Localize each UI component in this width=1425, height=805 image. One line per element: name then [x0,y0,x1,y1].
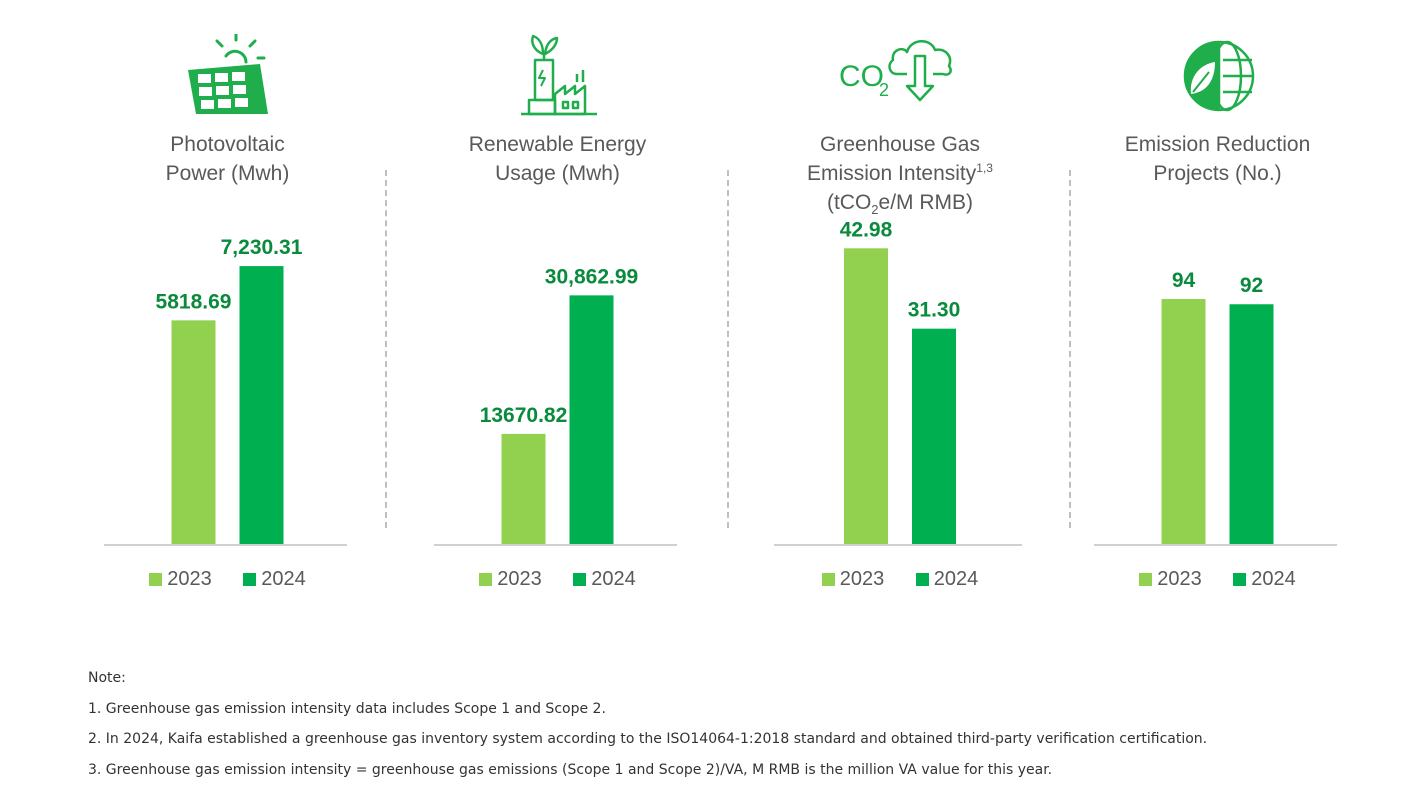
notes-heading: Note: [88,670,126,686]
bar-2024 [1229,304,1274,544]
bar-2023 [501,433,546,544]
bar-2023 [1161,299,1206,544]
divider [385,170,387,528]
legend-item-2023: 2023 [479,568,542,591]
notes: Note: 1. Greenhouse gas emission intensi… [88,668,1207,790]
chart-title: Renewable Energy Usage (Mwh) [468,133,647,185]
data-label-2023: 94 [1172,269,1196,292]
legend-item-2023: 2023 [1139,568,1202,591]
legend-item-2023: 2023 [821,568,884,591]
note-item: 2. In 2024, Kaifa established a greenhou… [88,731,1208,747]
note-item: 3. Greenhouse gas emission intensity = g… [88,761,1053,778]
data-label-2024: 92 [1240,274,1263,297]
divider [727,170,729,528]
legend: 2023 2024 [430,568,685,591]
legend-item-2024: 2024 [573,568,636,591]
data-label-2023: 13670.82 [480,404,568,427]
divider [1069,170,1071,528]
leaf-globe-icon [1183,40,1255,112]
bar-2023 [171,320,216,544]
svg-text:CO: CO [839,60,884,93]
data-label-2023: 42.98 [840,218,893,241]
legend-item-2024: 2024 [1233,568,1296,591]
panel-renewable-energy: Renewable Energy Usage (Mwh) 13670.82 30,… [430,0,685,610]
legend-item-2024: 2024 [915,568,978,591]
co2-cloud-icon: CO 2 [839,40,952,102]
panel-photovoltaic: Photovoltaic Power (Mwh) 5818.69 7,230.31… [100,0,355,610]
data-label-2024: 30,862.99 [545,265,638,288]
chart-title: Greenhouse Gas Emission Intensity1,3 (tC… [807,133,993,218]
chart-title: Photovoltaic Power (Mwh) [165,133,290,185]
panel-ghg-intensity: CO 2 Greenhouse Gas Emission Intensity1,… [770,0,1030,610]
bar-2024 [569,295,614,544]
legend-item-2024: 2024 [243,568,306,591]
bar-2024 [912,328,956,544]
panel-emission-projects: Emission Reduction Projects (No.) 94 92 2… [1090,0,1345,610]
data-label-2023: 5818.69 [156,290,232,313]
solar-panel-icon [188,34,268,114]
data-label-2024: 31.30 [908,299,961,322]
bar-chart-photovoltaic: 5818.69 7,230.31 [104,236,347,546]
svg-text:2: 2 [879,80,889,100]
legend-item-2023: 2023 [149,568,212,591]
data-label-2024: 7,230.31 [221,236,303,259]
bar-chart-renewable-energy: 13670.82 30,862.99 [434,265,677,546]
bar-chart-ghg-intensity: 42.98 31.30 [774,218,1022,546]
bar-2023 [844,248,888,544]
bar-2024 [239,266,284,544]
renewable-factory-icon [521,34,597,116]
chart-title: Emission Reduction Projects (No.) [1124,133,1311,185]
legend: 2023 2024 [770,568,1030,591]
legend: 2023 2024 [100,568,355,591]
note-item: 1. Greenhouse gas emission intensity dat… [88,700,606,717]
bar-chart-emission-projects: 94 92 [1094,269,1337,546]
legend: 2023 2024 [1090,568,1345,591]
